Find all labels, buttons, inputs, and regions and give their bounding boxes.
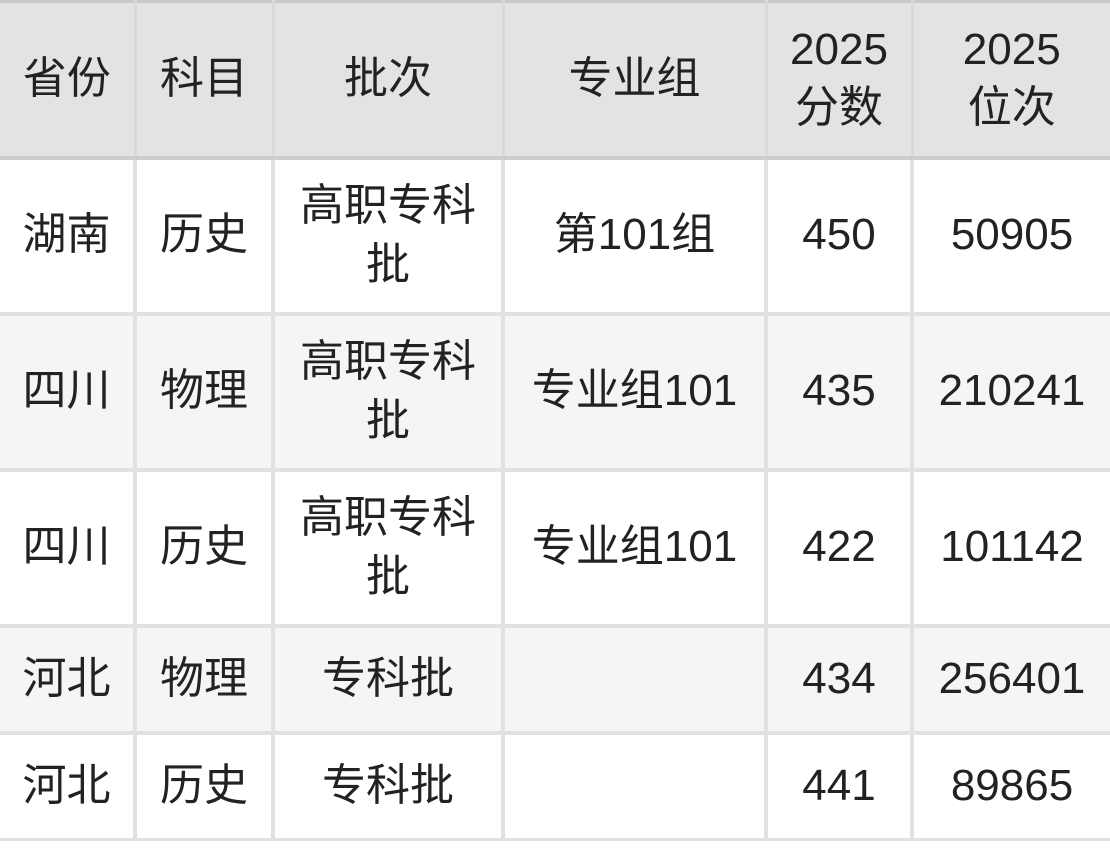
column-header-province: 省份 [0,1,135,160]
cell-2025-score: 450 [764,157,912,314]
cell-2025-rank: 210241 [910,311,1110,470]
header-label: 专业组 [568,54,701,104]
header-label-line2: 位次 [967,83,1056,133]
batch-text: 高职专科批 [300,493,476,601]
header-row: 省份 科目 批次 专业组 2025 分数 [0,1,1110,160]
cell-major-group [501,730,766,840]
cell-province: 河北 [0,730,135,840]
column-header-subject: 科目 [133,1,273,160]
cell-2025-score: 434 [764,623,912,733]
admission-score-table: 省份 科目 批次 专业组 2025 分数 [0,0,1110,841]
table-row: 四川 物理 高职专科批 专业组101 435 210241 [0,311,1110,470]
cell-2025-score: 422 [764,467,912,626]
cell-batch: 专科批 [271,623,503,733]
cell-major-group [501,623,766,733]
table-row: 四川 历史 高职专科批 专业组101 422 101142 [0,467,1110,626]
cell-2025-rank: 89865 [910,730,1110,840]
cell-batch: 高职专科批 [271,311,503,470]
cell-subject: 历史 [133,157,273,314]
header-label: 省份 [22,54,111,104]
batch-text: 高职专科批 [300,337,476,445]
cell-province: 四川 [0,311,135,470]
batch-text: 高职专科批 [300,181,476,289]
cell-major-group: 专业组101 [501,311,766,470]
batch-text: 专科批 [322,653,454,703]
table-header: 省份 科目 批次 专业组 2025 分数 [0,1,1110,160]
cell-2025-rank: 50905 [910,157,1110,314]
header-label: 批次 [344,54,432,104]
batch-text: 专科批 [322,761,454,811]
column-header-batch: 批次 [271,1,503,160]
table-row: 河北 物理 专科批 434 256401 [0,623,1110,733]
cell-2025-rank: 256401 [910,623,1110,733]
header-label-line2: 分数 [795,83,883,133]
header-label: 2025 [790,25,888,75]
cell-subject: 历史 [133,467,273,626]
cell-subject: 历史 [133,730,273,840]
header-label: 科目 [160,54,248,104]
cell-2025-score: 435 [764,311,912,470]
column-header-2025-score: 2025 分数 [764,1,912,160]
cell-province: 河北 [0,623,135,733]
cell-batch: 专科批 [271,730,503,840]
header-label: 2025 [962,25,1061,75]
column-header-major-group: 专业组 [501,1,766,160]
cell-province: 四川 [0,467,135,626]
cell-major-group: 专业组101 [501,467,766,626]
cell-batch: 高职专科批 [271,157,503,314]
cell-major-group: 第101组 [501,157,766,314]
column-header-2025-rank: 2025 位次 [910,1,1110,160]
cell-2025-score: 441 [764,730,912,840]
table-row: 河北 历史 专科批 441 89865 [0,730,1110,840]
cell-subject: 物理 [133,623,273,733]
cell-2025-rank: 101142 [910,467,1110,626]
cell-province: 湖南 [0,157,135,314]
cell-batch: 高职专科批 [271,467,503,626]
table-body: 湖南 历史 高职专科批 第101组 450 50905 四川 物理 高职专科批 … [0,157,1110,840]
table-row: 湖南 历史 高职专科批 第101组 450 50905 [0,157,1110,314]
cell-subject: 物理 [133,311,273,470]
